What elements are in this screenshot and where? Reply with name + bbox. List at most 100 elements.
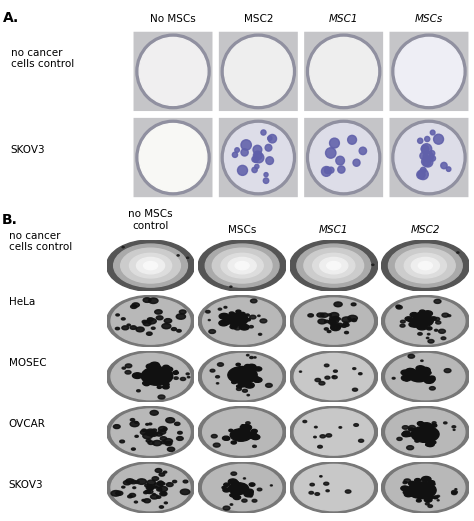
Circle shape (401, 320, 405, 323)
Circle shape (429, 387, 435, 390)
Circle shape (230, 504, 233, 505)
Circle shape (382, 462, 469, 513)
Circle shape (409, 322, 418, 327)
Circle shape (336, 156, 345, 165)
Circle shape (245, 382, 254, 388)
Circle shape (247, 364, 256, 369)
Circle shape (247, 394, 249, 396)
Circle shape (139, 123, 207, 192)
Circle shape (135, 436, 138, 437)
Circle shape (290, 240, 378, 291)
Circle shape (429, 496, 434, 499)
Circle shape (254, 151, 262, 160)
Circle shape (408, 354, 415, 358)
Circle shape (333, 316, 339, 319)
Circle shape (177, 330, 181, 332)
Circle shape (230, 494, 234, 497)
Circle shape (130, 480, 137, 484)
Circle shape (146, 485, 154, 490)
Circle shape (245, 489, 253, 494)
Circle shape (396, 306, 402, 309)
Circle shape (252, 156, 258, 162)
Circle shape (303, 420, 307, 423)
Circle shape (132, 373, 142, 378)
Circle shape (149, 431, 158, 437)
Circle shape (123, 480, 131, 485)
Circle shape (427, 377, 435, 382)
Text: MSC2: MSC2 (410, 225, 440, 235)
Circle shape (172, 328, 176, 330)
Circle shape (156, 432, 162, 436)
Circle shape (353, 159, 360, 166)
Circle shape (310, 38, 377, 105)
Circle shape (452, 490, 457, 494)
Circle shape (441, 337, 446, 340)
Circle shape (404, 479, 410, 483)
Circle shape (382, 240, 469, 291)
Circle shape (455, 489, 457, 490)
Circle shape (423, 311, 432, 316)
Circle shape (198, 351, 286, 402)
Circle shape (453, 429, 455, 430)
Circle shape (435, 329, 438, 331)
Circle shape (154, 483, 163, 488)
Circle shape (132, 303, 139, 307)
Circle shape (250, 495, 252, 497)
Circle shape (409, 481, 416, 486)
Circle shape (417, 324, 427, 330)
Circle shape (237, 165, 247, 176)
Circle shape (266, 157, 273, 165)
Circle shape (147, 318, 153, 321)
Circle shape (250, 315, 256, 319)
Circle shape (420, 367, 430, 373)
Circle shape (427, 327, 432, 330)
Circle shape (251, 435, 260, 440)
Circle shape (401, 486, 409, 491)
Circle shape (164, 367, 173, 372)
Circle shape (158, 430, 166, 434)
Circle shape (249, 483, 255, 486)
Circle shape (159, 481, 163, 483)
Circle shape (235, 262, 249, 270)
Circle shape (348, 315, 357, 321)
Circle shape (423, 152, 434, 162)
Circle shape (156, 496, 161, 498)
Circle shape (111, 409, 190, 455)
Circle shape (212, 248, 272, 283)
Circle shape (146, 332, 152, 336)
Circle shape (429, 151, 435, 156)
Circle shape (107, 351, 194, 402)
Circle shape (244, 478, 246, 479)
Circle shape (162, 483, 165, 485)
Circle shape (235, 148, 239, 152)
Circle shape (150, 411, 158, 415)
Circle shape (221, 315, 229, 319)
Circle shape (290, 351, 378, 402)
Circle shape (421, 423, 432, 429)
Circle shape (166, 482, 173, 487)
Circle shape (253, 445, 256, 448)
Circle shape (332, 319, 336, 321)
Circle shape (428, 340, 434, 343)
Circle shape (407, 369, 413, 373)
Circle shape (421, 477, 431, 482)
Circle shape (428, 481, 435, 484)
Circle shape (330, 313, 339, 318)
Circle shape (218, 363, 223, 366)
Circle shape (150, 362, 159, 368)
Circle shape (319, 381, 325, 385)
Circle shape (153, 493, 155, 495)
Circle shape (137, 390, 140, 392)
Circle shape (236, 363, 240, 366)
Circle shape (428, 505, 432, 507)
Circle shape (419, 310, 425, 313)
Circle shape (144, 382, 149, 386)
Circle shape (431, 317, 437, 320)
Circle shape (352, 319, 356, 321)
Circle shape (198, 240, 286, 291)
Circle shape (233, 495, 241, 500)
Circle shape (151, 494, 158, 499)
Circle shape (254, 378, 262, 382)
Circle shape (309, 491, 313, 494)
Circle shape (392, 34, 466, 108)
